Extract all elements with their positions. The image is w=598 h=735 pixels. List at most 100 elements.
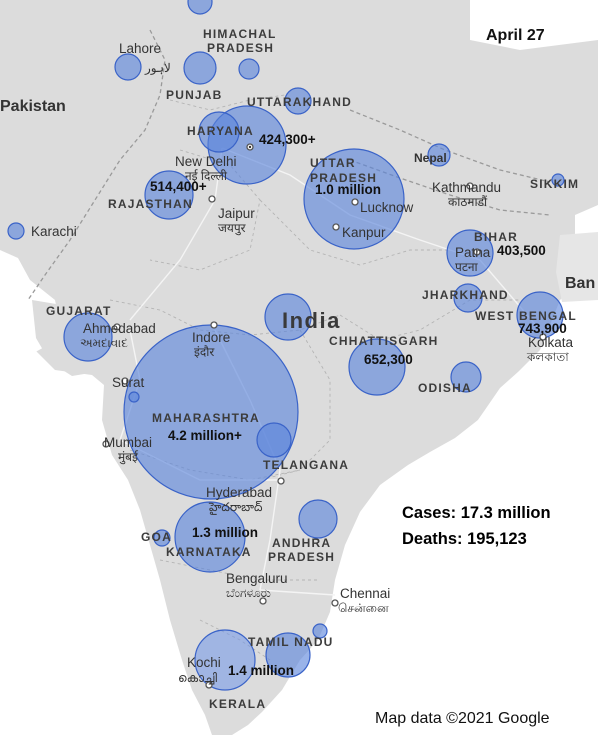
label-pakistan: Pakistan xyxy=(0,98,66,115)
label-surat: Surat xyxy=(112,375,145,390)
label-bengaluru: Bengaluru xyxy=(226,571,288,586)
bubble-lahore[interactable] xyxy=(114,53,142,81)
label-himachal-1: HIMACHAL xyxy=(203,27,277,41)
label-jaipur-hi: जयपुर xyxy=(218,221,247,236)
bubble-telangana[interactable] xyxy=(256,422,292,458)
label-chennai-ta: சென்னை xyxy=(338,601,389,615)
bubble-andhra[interactable] xyxy=(298,499,338,539)
label-gujarat: GUJARAT xyxy=(46,304,112,318)
bubble-karachi[interactable] xyxy=(7,222,25,240)
cases-maharashtra: 4.2 million+ xyxy=(168,428,242,443)
label-kochi-ml: കൊച്ചി xyxy=(178,671,217,685)
label-ahmedabad-gu: અમદાવાદ xyxy=(80,336,128,350)
label-odisha: ODISHA xyxy=(418,381,472,395)
label-patna: Patna xyxy=(455,245,491,260)
label-chennai: Chennai xyxy=(340,586,390,601)
label-goa: GOA xyxy=(141,530,172,544)
bubble-kerala[interactable] xyxy=(194,629,256,691)
label-uttar-pradesh-1: UTTAR xyxy=(310,156,356,170)
bubble-odisha[interactable] xyxy=(450,361,482,393)
bubble-chhattisgarh[interactable] xyxy=(348,338,406,396)
label-indore: Indore xyxy=(192,330,230,345)
bubble-goa[interactable] xyxy=(153,529,171,547)
dot-new-delhi-center xyxy=(248,145,252,149)
bubble-puducherry[interactable] xyxy=(312,623,328,639)
bubble-surat[interactable] xyxy=(128,391,140,403)
label-west-bengal-1: WEST xyxy=(475,309,514,323)
cases-karnataka: 1.3 million xyxy=(192,525,258,540)
label-kolkata: Kolkata xyxy=(528,335,574,350)
cases-west-bengal: 743,900 xyxy=(518,321,567,336)
cases-haryana: 424,300+ xyxy=(259,132,316,147)
case-bubbles xyxy=(7,0,565,691)
bubble-rajasthan[interactable] xyxy=(144,170,194,220)
cases-chhattisgarh: 652,300 xyxy=(364,352,413,367)
label-punjab: PUNJAB xyxy=(166,88,223,102)
bubble-nepal[interactable] xyxy=(427,143,451,167)
dot-bengaluru xyxy=(259,597,267,605)
dot-patna xyxy=(473,248,481,256)
label-india: India xyxy=(282,308,341,333)
label-indore-hi: इंदौर xyxy=(194,345,215,359)
label-lahore: Lahore xyxy=(119,41,161,56)
label-andhra-2: PRADESH xyxy=(268,550,335,564)
border-pakistan xyxy=(27,29,166,301)
dot-kathmandu xyxy=(466,182,474,190)
label-haryana: HARYANA xyxy=(187,124,254,138)
label-karnataka: KARNATAKA xyxy=(166,545,252,559)
dot-hyderabad xyxy=(277,477,285,485)
bubble-himachal[interactable] xyxy=(238,58,260,80)
label-kolkata-bn: কলকাতা xyxy=(526,350,569,364)
bubble-punjab[interactable] xyxy=(183,51,217,85)
bubble-bihar[interactable] xyxy=(446,229,494,277)
dot-kanpur xyxy=(332,223,340,231)
label-kanpur: Kanpur xyxy=(342,225,386,240)
bubble-haryana[interactable] xyxy=(198,111,240,153)
label-chhattisgarh: CHHATTISGARH xyxy=(329,334,439,348)
bubble-karnataka[interactable] xyxy=(174,501,246,573)
label-patna-hi: पटना xyxy=(455,260,479,274)
dot-kolkata xyxy=(539,333,547,341)
label-jharkhand: JHARKHAND xyxy=(422,288,509,302)
attribution-box xyxy=(368,702,598,735)
dot-ahmedabad xyxy=(113,323,121,331)
cases-bihar: 403,500 xyxy=(497,243,546,258)
label-lucknow: Lucknow xyxy=(360,200,414,215)
label-sikkim: SIKKIM xyxy=(530,177,579,191)
dot-lucknow xyxy=(351,198,359,206)
label-hyderabad-te: హైదరాబాద్ xyxy=(208,500,263,515)
label-kochi: Kochi xyxy=(187,655,221,670)
label-andhra-1: ANDHRA xyxy=(272,536,331,550)
dot-indore xyxy=(210,321,218,329)
label-jaipur: Jaipur xyxy=(218,206,255,221)
cases-uttar-pradesh: 1.0 million xyxy=(315,182,381,197)
bubble-sikkim[interactable] xyxy=(551,173,565,187)
label-himachal-2: PRADESH xyxy=(207,41,274,55)
bangladesh-area xyxy=(556,232,598,302)
dot-surat xyxy=(121,377,129,385)
bubble-uttarakhand[interactable] xyxy=(284,87,312,115)
bubble-tamil-nadu[interactable] xyxy=(265,632,311,678)
label-tamil-nadu: TAMIL NADU xyxy=(248,635,334,649)
label-mumbai: Mumbai xyxy=(104,435,152,450)
date-label: April 27 xyxy=(486,27,545,44)
label-new-delhi: New Delhi xyxy=(175,154,237,169)
label-uttarakhand: UTTARAKHAND xyxy=(247,95,352,109)
map-attribution[interactable]: Map data ©2021 Google xyxy=(375,710,550,727)
label-kathmandu-ne: काठमाडौं xyxy=(448,195,488,209)
label-maharashtra: MAHARASHTRA xyxy=(152,411,260,425)
bubble-jharkhand[interactable] xyxy=(453,283,483,313)
label-karachi: Karachi xyxy=(31,224,77,239)
bubble-himachal-top[interactable] xyxy=(187,0,213,15)
label-nepal: Nepal xyxy=(414,151,447,165)
label-bihar: BIHAR xyxy=(474,230,518,244)
label-telangana: TELANGANA xyxy=(263,458,349,472)
label-hyderabad: Hyderabad xyxy=(206,485,272,500)
bubble-gujarat[interactable] xyxy=(63,312,113,362)
label-rajasthan: RAJASTHAN xyxy=(108,197,193,211)
dot-jaipur xyxy=(208,195,216,203)
label-bengaluru-kn: ಬೆಂಗಳೂರು xyxy=(226,586,271,600)
label-west-bengal-2: BENGAL xyxy=(519,309,577,323)
bubble-madhya-pradesh[interactable] xyxy=(264,293,312,341)
